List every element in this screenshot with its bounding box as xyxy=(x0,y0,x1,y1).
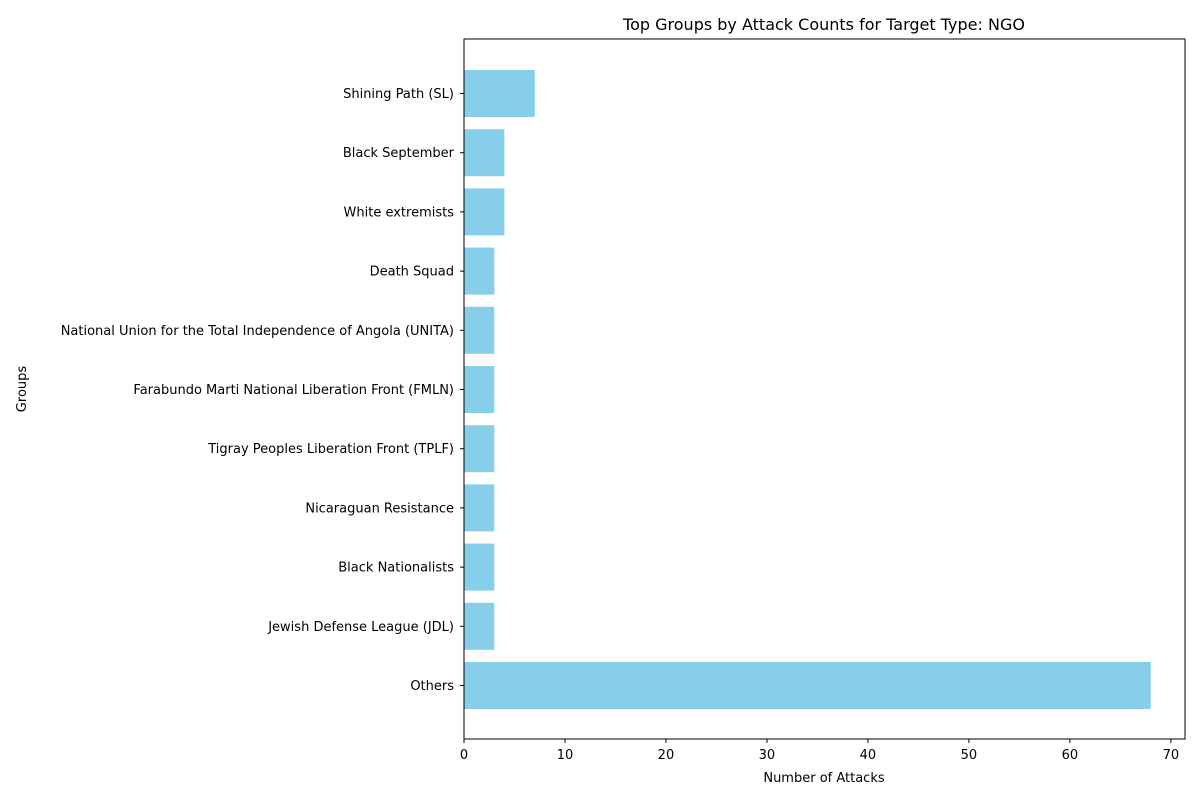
y-tick-label-8: Black Nationalists xyxy=(338,561,454,576)
x-axis-label: Number of Attacks xyxy=(763,771,885,786)
y-tick-label-9: Jewish Defense League (JDL) xyxy=(267,620,454,635)
bar-8 xyxy=(464,543,495,591)
bar-9 xyxy=(464,602,495,650)
bar-5 xyxy=(464,366,495,413)
y-tick-label-10: Others xyxy=(410,679,454,694)
plot-frame xyxy=(463,38,1186,740)
x-tick-label-4: 40 xyxy=(860,748,877,763)
x-tick-label-7: 70 xyxy=(1163,748,1180,763)
bar-2 xyxy=(464,188,505,236)
y-tick-label-7: Nicaraguan Resistance xyxy=(305,501,454,516)
x-axis-ticks: 0 10 20 30 40 50 60 70 xyxy=(460,739,1179,763)
x-tick-label-6: 60 xyxy=(1062,748,1079,763)
y-tick-label-4: National Union for the Total Independenc… xyxy=(61,324,454,339)
y-tick-label-3: Death Squad xyxy=(370,265,454,280)
bar-0 xyxy=(464,70,535,117)
x-tick-label-0: 0 xyxy=(460,748,468,763)
bar-7 xyxy=(464,484,495,532)
y-tick-label-2: White extremists xyxy=(344,205,455,220)
y-tick-label-6: Tigray Peoples Liberation Front (TPLF) xyxy=(207,442,454,457)
bar-1 xyxy=(464,129,505,177)
x-tick-label-2: 20 xyxy=(658,748,675,763)
bars-group xyxy=(464,70,1151,709)
y-tick-label-5: Farabundo Marti National Liberation Fron… xyxy=(133,383,454,398)
bar-4 xyxy=(464,306,495,354)
bar-6 xyxy=(464,425,495,473)
x-tick-label-3: 30 xyxy=(759,748,776,763)
y-tick-label-1: Black September xyxy=(343,146,455,161)
x-tick-label-5: 50 xyxy=(961,748,978,763)
x-tick-label-1: 10 xyxy=(557,748,574,763)
y-tick-label-0: Shining Path (SL) xyxy=(343,87,454,102)
bar-3 xyxy=(464,247,495,295)
chart-title: Top Groups by Attack Counts for Target T… xyxy=(622,15,1025,34)
bar-10 xyxy=(464,662,1151,709)
y-axis-ticks: Shining Path (SL) Black September White ex… xyxy=(61,87,464,694)
y-axis-label: Groups xyxy=(15,366,30,413)
